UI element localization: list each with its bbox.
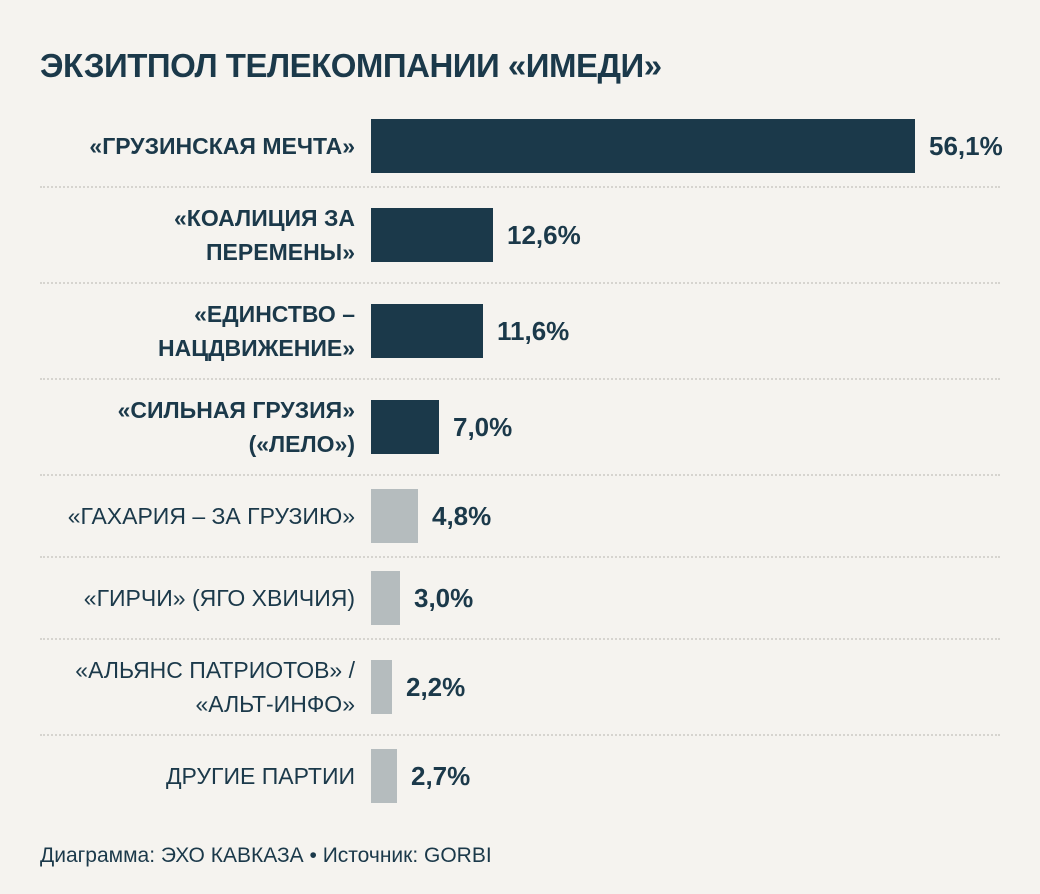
bar-value: 11,6% [497,315,570,346]
bar-label: «ГАХАРИЯ – ЗА ГРУЗИЮ» [67,503,355,530]
bar-area: 12,6% [371,208,1000,263]
chart-row: «ЕДИНСТВО – НАЦДВИЖЕНИЕ» 11,6% [40,282,1000,378]
bar-area: 4,8% [371,489,1000,544]
bar-area: 2,2% [371,660,1000,715]
chart-row: «КОАЛИЦИЯ ЗА ПЕРЕМЕНЫ» 12,6% [40,186,1000,282]
bar [371,749,397,804]
bar-area: 56,1% [371,119,1003,174]
chart-rows: «ГРУЗИНСКАЯ МЕЧТА» 56,1% «КОАЛИЦИЯ ЗА ПЕРЕМ… [40,106,1003,816]
bar [371,400,439,455]
chart-row: ДРУГИЕ ПАРТИИ 2,7% [40,734,1000,816]
bar-area: 7,0% [371,400,1000,455]
attribution: Диаграмма: ЭХО КАВКАЗА • Источник: GORBI [40,844,492,868]
bar-value: 56,1% [929,130,1003,161]
bar-label: «КОАЛИЦИЯ ЗА ПЕРЕМЕНЫ» [174,205,355,266]
bar [371,571,400,626]
chart-row: «ГАХАРИЯ – ЗА ГРУЗИЮ» 4,8% [40,474,1000,556]
bar-label: ДРУГИЕ ПАРТИИ [165,763,355,790]
bar [371,660,392,715]
bar-area: 3,0% [371,571,1000,626]
bar [371,119,915,174]
bar-area: 2,7% [371,749,1000,804]
bar-value: 12,6% [507,219,581,250]
bar-label: «СИЛЬНАЯ ГРУЗИЯ» («ЛЕЛО») [117,397,355,458]
bar-value: 2,2% [406,671,466,702]
bar-value: 3,0% [414,582,474,613]
bar-label: «АЛЬЯНС ПАТРИОТОВ» / «АЛЬТ-ИНФО» [75,657,355,718]
bar-label: «ЕДИНСТВО – НАЦДВИЖЕНИЕ» [158,301,355,362]
chart-title: ЭКЗИТПОЛ ТЕЛЕКОМПАНИИ «ИМЕДИ» [40,47,662,84]
bar [371,208,493,263]
bar-label: «ГРУЗИНСКАЯ МЕЧТА» [89,133,355,160]
chart-row: «СИЛЬНАЯ ГРУЗИЯ» («ЛЕЛО») 7,0% [40,378,1000,474]
chart-row: «АЛЬЯНС ПАТРИОТОВ» / «АЛЬТ-ИНФО» 2,2% [40,638,1000,734]
bar-value: 4,8% [432,500,492,531]
chart-row: «ГРУЗИНСКАЯ МЕЧТА» 56,1% [40,106,1003,186]
chart-row: «ГИРЧИ» (ЯГО ХВИЧИЯ) 3,0% [40,556,1000,638]
bar-area: 11,6% [371,304,1000,359]
bar-value: 7,0% [453,411,513,442]
bar-value: 2,7% [411,760,471,791]
bar [371,304,483,359]
bar-label: «ГИРЧИ» (ЯГО ХВИЧИЯ) [83,585,355,612]
bar [371,489,418,544]
